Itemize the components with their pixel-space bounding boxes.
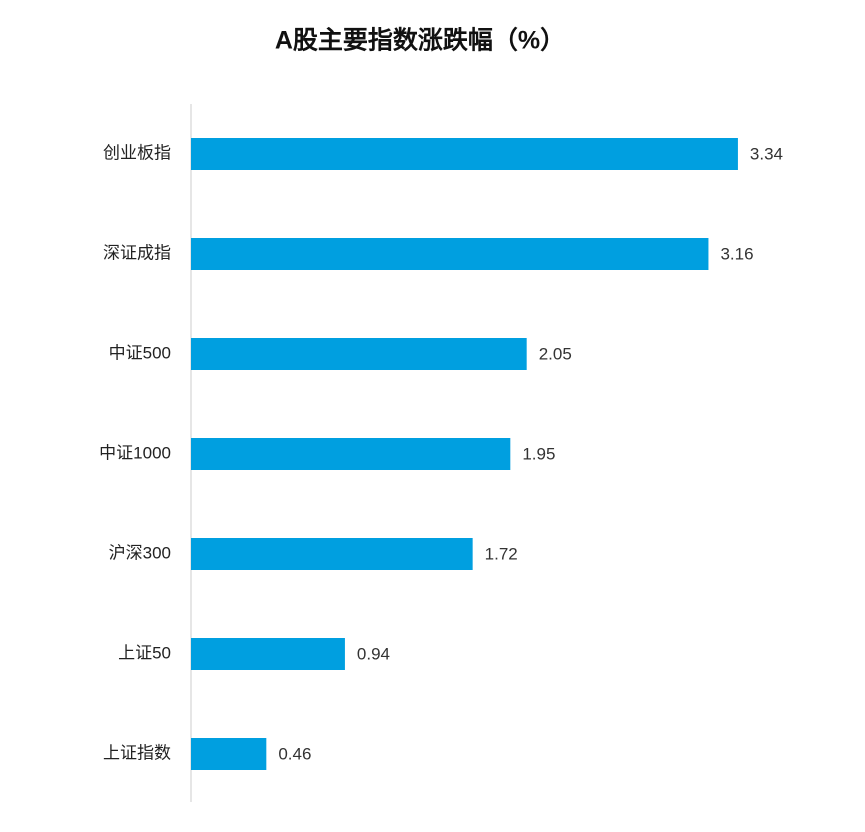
y-tick-label: 创业板指 <box>103 143 171 162</box>
bar <box>191 738 267 770</box>
y-tick-label: 上证指数 <box>103 743 171 762</box>
bar <box>191 438 511 470</box>
y-tick-label: 上证50 <box>118 643 171 662</box>
bar <box>191 538 473 570</box>
bar <box>191 338 527 370</box>
y-tick-label: 沪深300 <box>109 543 171 562</box>
y-tick-label: 中证1000 <box>99 443 171 462</box>
bar <box>191 238 709 270</box>
bar <box>191 138 738 170</box>
bar <box>191 638 345 670</box>
y-tick-label: 中证500 <box>109 343 171 362</box>
value-label: 1.72 <box>485 544 518 563</box>
value-label: 0.94 <box>357 644 390 663</box>
y-tick-label: 深证成指 <box>103 243 171 262</box>
value-label: 2.05 <box>539 344 572 363</box>
value-label: 0.46 <box>278 744 311 763</box>
value-label: 3.34 <box>750 144 783 163</box>
value-label: 1.95 <box>522 444 555 463</box>
value-label: 3.16 <box>720 244 753 263</box>
chart-title: A股主要指数涨跌幅（%） <box>275 26 565 55</box>
